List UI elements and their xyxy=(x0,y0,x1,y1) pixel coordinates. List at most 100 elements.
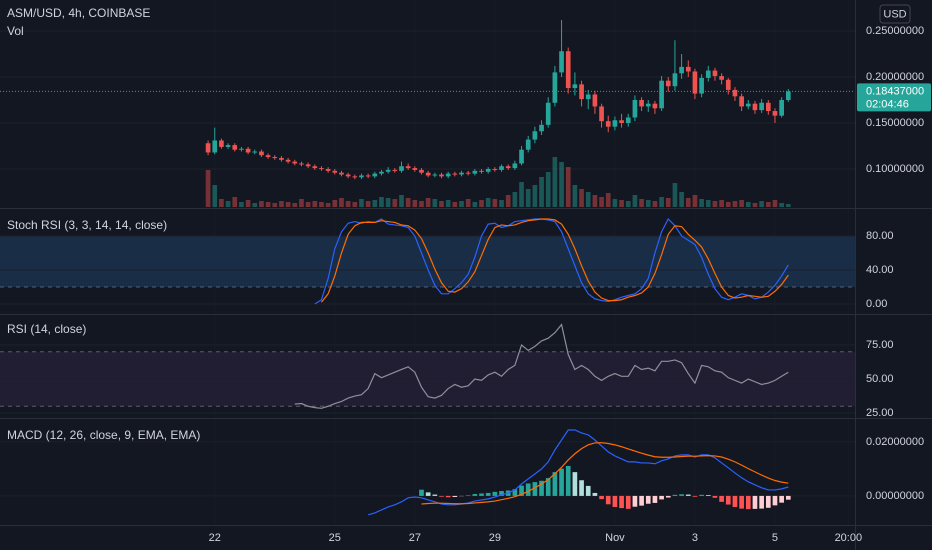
candle-body xyxy=(779,100,784,116)
histogram-bar xyxy=(632,495,638,507)
volume-bar xyxy=(512,192,518,207)
histogram-bar xyxy=(639,495,644,506)
candle-body xyxy=(339,172,344,175)
volume-bar xyxy=(265,202,271,207)
histogram-bar xyxy=(659,495,664,500)
histogram-bar xyxy=(739,495,744,509)
volume-bar xyxy=(779,203,784,207)
volume-bar xyxy=(619,200,624,207)
volume-bar xyxy=(419,201,424,207)
histogram-bar xyxy=(759,495,764,509)
y-tick-label: 40.00 xyxy=(866,264,894,276)
volume-bar xyxy=(559,162,564,207)
histogram-bar xyxy=(652,495,658,503)
candle-body xyxy=(392,169,398,171)
volume-bar xyxy=(252,203,258,207)
y-tick-label: 0.00 xyxy=(866,298,887,310)
volume-bar xyxy=(232,197,238,207)
volume-bar xyxy=(345,201,351,207)
candle-body xyxy=(225,145,231,147)
histogram-bar xyxy=(619,495,624,509)
volume-bar xyxy=(599,197,604,207)
volume-bar xyxy=(719,200,724,207)
candle-body xyxy=(212,140,218,153)
x-tick-label: 29 xyxy=(489,532,501,544)
candle-body xyxy=(232,145,238,150)
histogram-bar xyxy=(785,495,791,500)
candle-body xyxy=(765,102,771,112)
candle-body xyxy=(612,120,618,127)
candle-body xyxy=(679,66,684,74)
candle-body xyxy=(652,103,658,109)
volume-bar xyxy=(632,195,638,207)
volume-bar xyxy=(379,197,384,207)
candle-body xyxy=(745,103,751,107)
candle-body xyxy=(425,172,431,176)
last-price-box xyxy=(857,83,931,112)
histogram-bar xyxy=(425,492,431,496)
candle-body xyxy=(285,159,291,162)
indicator-line xyxy=(320,218,789,303)
candle-body xyxy=(685,66,691,72)
histogram-bar xyxy=(485,492,491,496)
candle-body xyxy=(352,176,358,178)
currency-button-label[interactable]: USD xyxy=(883,8,906,20)
volume-bar xyxy=(772,200,778,207)
candle-body xyxy=(532,131,538,140)
candle-body xyxy=(785,91,791,101)
volume-bar xyxy=(492,199,498,207)
candle-body xyxy=(472,170,478,174)
volume-bar xyxy=(365,201,371,207)
volume-bar xyxy=(552,157,558,207)
volume-bar xyxy=(239,202,244,207)
volume-bar xyxy=(312,201,318,207)
y-tick-label: 25.00 xyxy=(866,407,894,419)
candle-body xyxy=(772,111,778,116)
candle-body xyxy=(505,166,511,169)
volume-bar xyxy=(412,200,418,207)
plot-layer xyxy=(0,19,855,516)
histogram-bar xyxy=(572,472,578,496)
histogram-bar xyxy=(605,495,611,505)
histogram-bar xyxy=(719,495,724,502)
histogram-bar xyxy=(745,495,751,510)
histogram-bar xyxy=(472,494,478,496)
volume-bar xyxy=(519,182,524,207)
volume-bar xyxy=(292,203,298,207)
volume-bar xyxy=(672,183,678,207)
volume-bar xyxy=(685,198,691,207)
currency-button[interactable] xyxy=(879,4,911,24)
volume-bar xyxy=(299,199,304,207)
y-tick-label: 75.00 xyxy=(866,339,894,351)
candle-body xyxy=(659,80,664,109)
volume-bar xyxy=(372,200,378,207)
x-tick-label: 25 xyxy=(329,532,341,544)
candle-body xyxy=(279,157,284,160)
histogram-bar xyxy=(725,495,731,505)
candle-body xyxy=(665,80,671,87)
candle-body xyxy=(559,51,564,73)
candle-body xyxy=(712,70,718,77)
candle-body xyxy=(592,94,598,107)
candle-body xyxy=(705,70,711,78)
histogram-bar xyxy=(552,472,558,496)
x-tick-label: 22 xyxy=(209,532,221,544)
volume-bar xyxy=(479,200,484,207)
volume-bar xyxy=(272,203,278,207)
histogram-bar xyxy=(519,485,524,496)
volume-bar xyxy=(659,197,664,207)
histogram-bar xyxy=(699,494,704,496)
y-tick-label: 0.25000000 xyxy=(866,25,924,37)
volume-bar xyxy=(525,189,531,207)
histogram-bar xyxy=(565,465,571,496)
candle-body xyxy=(565,51,571,89)
candle-body xyxy=(312,166,318,169)
y-tick-label: 50.00 xyxy=(866,373,894,385)
volume-bar xyxy=(505,195,511,207)
histogram-bar xyxy=(545,478,551,496)
candle-body xyxy=(319,168,324,170)
volume-bar xyxy=(259,201,264,207)
candle-body xyxy=(625,117,631,124)
histogram-bar xyxy=(499,491,504,496)
candle-body xyxy=(752,103,758,111)
